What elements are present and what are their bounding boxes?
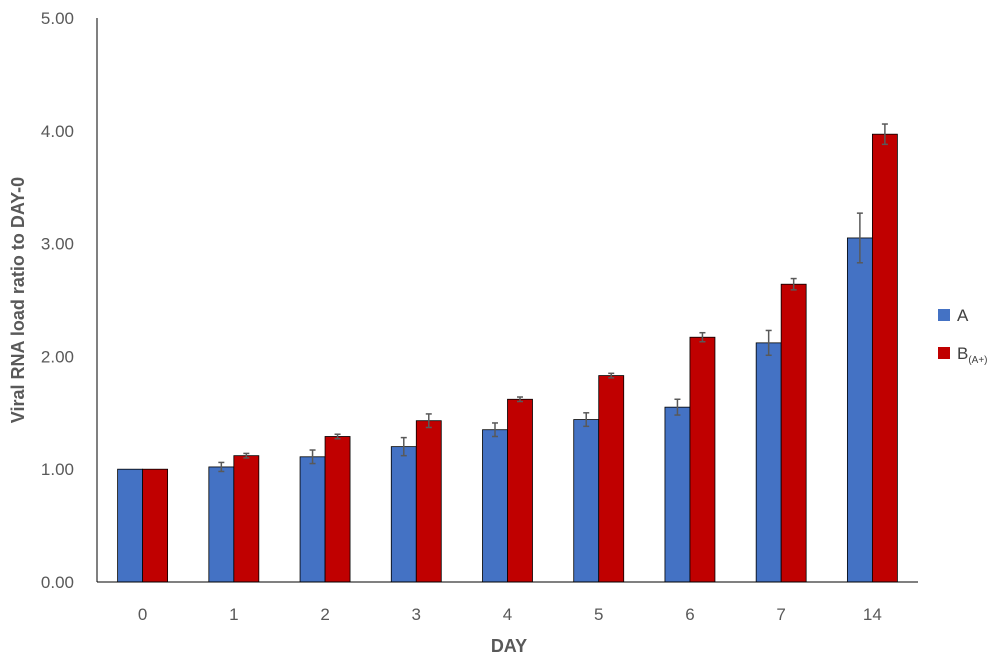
x-axis-title: DAY xyxy=(491,636,527,656)
x-tick-labels: 0 1 2 3 4 5 6 7 14 xyxy=(138,605,882,624)
bars-layer xyxy=(117,133,898,583)
x-tick-label: 14 xyxy=(863,605,882,624)
y-tick-label: 2.00 xyxy=(41,347,74,366)
error-bar xyxy=(608,372,615,379)
error-bar xyxy=(309,449,316,465)
bar-b-day-5 xyxy=(598,375,625,583)
error-bar xyxy=(856,212,863,264)
bar-a-day-7 xyxy=(755,342,782,583)
y-tick-labels: 0.00 1.00 2.00 3.00 4.00 5.00 xyxy=(41,9,74,592)
bar-b-day-7 xyxy=(780,283,807,583)
x-tick-label: 6 xyxy=(685,605,694,624)
bar-a-day-1 xyxy=(208,466,235,583)
axes-layer xyxy=(96,18,918,583)
legend-item-b: B(A+) xyxy=(938,344,988,366)
bar-a-day-14 xyxy=(846,237,873,583)
legend-swatch xyxy=(938,347,950,359)
x-tick-label: 3 xyxy=(412,605,421,624)
bar-a-day-3 xyxy=(390,446,417,583)
error-bar xyxy=(674,398,681,416)
error-bar xyxy=(400,436,407,457)
error-bar xyxy=(881,123,888,146)
legend-item-a: A xyxy=(938,306,969,325)
y-tick-label: 3.00 xyxy=(41,235,74,254)
y-tick-label: 1.00 xyxy=(41,460,74,479)
error-bar xyxy=(699,331,706,343)
error-bar xyxy=(492,422,498,438)
legend-label: B(A+) xyxy=(957,344,988,366)
error-bar xyxy=(517,396,523,403)
bar-a-day-5 xyxy=(573,419,600,583)
error-bar xyxy=(218,461,225,473)
bar-a-day-0 xyxy=(117,468,144,583)
bar-b-day-3 xyxy=(415,420,442,583)
legend: A B(A+) xyxy=(938,306,988,366)
legend-label: A xyxy=(957,306,969,325)
bar-b-day-0 xyxy=(142,468,169,583)
x-tick-label: 1 xyxy=(229,605,238,624)
bar-b-day-14 xyxy=(871,133,898,583)
error-bar xyxy=(765,329,772,357)
bar-a-day-2 xyxy=(299,456,326,583)
x-tick-label: 7 xyxy=(776,605,785,624)
y-tick-label: 0.00 xyxy=(41,573,74,592)
y-tick-label: 4.00 xyxy=(41,122,74,141)
error-bars-layer xyxy=(218,123,888,473)
legend-subscript: (A+) xyxy=(968,355,987,366)
x-tick-label: 0 xyxy=(138,605,147,624)
bar-b-day-2 xyxy=(324,436,351,583)
bar-b-day-6 xyxy=(689,336,716,583)
bar-a-day-4 xyxy=(482,429,508,583)
error-bar xyxy=(425,413,432,429)
error-bar xyxy=(334,433,341,440)
error-bar xyxy=(790,277,797,291)
error-bar xyxy=(243,452,250,459)
bar-b-day-1 xyxy=(233,455,260,583)
legend-swatch xyxy=(938,309,950,321)
bar-a-day-6 xyxy=(664,406,691,583)
x-tick-label: 5 xyxy=(594,605,603,624)
x-tick-label: 2 xyxy=(320,605,329,624)
bar-b-day-4 xyxy=(507,398,533,583)
y-axis-title: Viral RNA load ratio to DAY-0 xyxy=(8,177,28,423)
y-tick-label: 5.00 xyxy=(41,9,74,28)
error-bar xyxy=(583,412,590,428)
x-tick-label: 4 xyxy=(503,605,512,624)
